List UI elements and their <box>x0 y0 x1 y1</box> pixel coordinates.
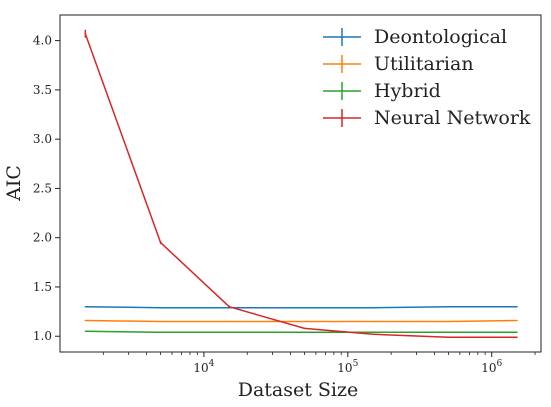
legend-label: Utilitarian <box>374 53 474 75</box>
x-tick-label: 106 <box>481 359 502 375</box>
y-tick-label: 2.0 <box>33 231 52 245</box>
series-line <box>85 305 518 309</box>
y-tick-label: 4.0 <box>33 34 52 48</box>
x-axis-title: Dataset Size <box>238 379 359 401</box>
series-line <box>84 33 518 338</box>
x-tick-label: 105 <box>337 359 358 375</box>
y-axis-title: AIC <box>3 165 25 202</box>
legend-label: Neural Network <box>374 107 531 129</box>
legend-label: Deontological <box>374 26 507 48</box>
y-tick-label: 2.5 <box>33 181 52 195</box>
legend-label: Hybrid <box>374 80 441 102</box>
y-tick-label: 3.0 <box>33 132 52 146</box>
y-tick-label: 1.5 <box>33 280 52 294</box>
plot-frame <box>59 14 542 353</box>
y-tick-label: 1.0 <box>33 329 52 343</box>
series-line <box>85 330 518 334</box>
tick-layer: 1.0 1.5 2.0 2.5 3.0 3.5 4.0 104 105 106 <box>33 34 536 375</box>
legend: Deontological Utilitarian Hybrid Neural Net… <box>323 26 531 129</box>
y-tick-label: 3.5 <box>33 83 52 97</box>
series-layer <box>84 29 518 338</box>
x-tick-label: 104 <box>193 359 214 375</box>
series-line <box>85 319 518 323</box>
